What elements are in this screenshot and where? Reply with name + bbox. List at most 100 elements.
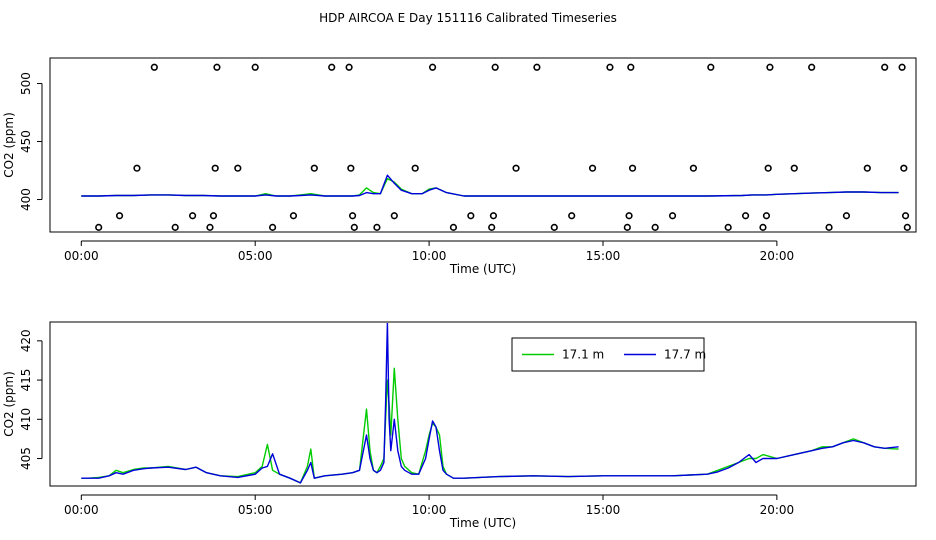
scatter-point [115, 212, 124, 220]
scatter-point [428, 63, 437, 71]
scatter-point [759, 223, 767, 231]
scatter-point [347, 164, 355, 172]
plot-frame [49, 57, 917, 233]
scatter-point [825, 223, 833, 231]
scatter-point [863, 164, 871, 172]
scatter-point [171, 223, 179, 231]
scatter-point [881, 63, 889, 71]
scatter-point [762, 212, 771, 220]
scatter-point [707, 63, 715, 71]
x-axis-label: Time (UTC) [449, 262, 516, 276]
scatter-point [512, 164, 520, 172]
scatter-point [623, 223, 631, 231]
x-tick-label: 15:00 [586, 503, 621, 517]
scatter-series [95, 63, 911, 231]
bottom-panel: 00:00 05:00 10:00 15:00 20:00 Time (UTC) 405 41… [2, 321, 917, 530]
legend: 17.1 m 17.7 m [511, 337, 706, 372]
scatter-point [95, 223, 103, 231]
x-tick-label: 05:00 [238, 503, 273, 517]
scatter-point [289, 212, 298, 220]
legend-label: 17.1 m [562, 348, 604, 362]
scatter-point [766, 63, 774, 71]
scatter-point [901, 212, 910, 220]
series-line-17-1-m [81, 367, 899, 484]
y-axis-label: CO2 (ppm) [2, 371, 16, 437]
scatter-point [627, 63, 635, 71]
x-tick-label: 00:00 [64, 503, 99, 517]
x-axis-label: Time (UTC) [449, 516, 516, 530]
scatter-point [150, 63, 158, 71]
x-tick-label: 10:00 [412, 249, 447, 263]
scatter-point [188, 212, 197, 220]
x-tick-label: 20:00 [760, 249, 795, 263]
scatter-point [689, 164, 698, 172]
scatter-point [488, 223, 496, 231]
x-tick-label: 15:00 [586, 249, 621, 263]
scatter-point [790, 164, 798, 172]
scatter-point [764, 164, 772, 172]
y-axis: 405 410 415 420 CO2 (ppm) [2, 329, 43, 470]
scatter-point [550, 223, 558, 231]
y-tick-label: 400 [19, 188, 33, 211]
scatter-point [310, 164, 318, 172]
x-axis: 00:00 05:00 10:00 15:00 20:00 Time (UTC) [64, 240, 795, 276]
scatter-point [651, 223, 659, 231]
scatter-point [251, 63, 259, 71]
scatter-point [741, 212, 750, 220]
scatter-point [449, 223, 458, 231]
scatter-point [206, 223, 214, 231]
y-tick-label: 415 [19, 369, 33, 392]
series-line-blue [81, 174, 899, 197]
scatter-point [724, 223, 732, 231]
chart-title: HDP AIRCOA E Day 151116 Calibrated Times… [319, 11, 617, 25]
scatter-point [390, 212, 398, 220]
x-tick-label: 00:00 [64, 249, 99, 263]
plot-frame [49, 321, 917, 487]
legend-label: 17.7 m [664, 348, 706, 362]
scatter-point [628, 164, 637, 172]
scatter-point [213, 63, 221, 71]
scatter-point [588, 164, 597, 172]
y-tick-label: 405 [19, 447, 33, 470]
scatter-point [903, 223, 911, 231]
scatter-point [411, 164, 419, 172]
scatter-point [568, 212, 576, 220]
y-tick-label: 410 [19, 408, 33, 431]
scatter-point [842, 212, 851, 220]
scatter-point [668, 212, 677, 220]
scatter-point [625, 212, 633, 220]
scatter-point [345, 63, 353, 71]
scatter-point [133, 164, 141, 172]
scatter-point [898, 63, 906, 71]
scatter-point [489, 212, 498, 220]
series-line-17-7-m [81, 323, 899, 484]
scatter-point [808, 63, 816, 71]
y-tick-label: 500 [19, 72, 33, 95]
scatter-point [209, 212, 218, 220]
plot-area [81, 323, 899, 484]
x-tick-label: 20:00 [760, 503, 795, 517]
y-axis: 400 450 500 CO2 (ppm) [2, 72, 43, 211]
scatter-point [211, 164, 219, 172]
y-tick-label: 450 [19, 130, 33, 153]
scatter-point [900, 164, 908, 172]
series-line-green [81, 177, 899, 197]
plot-area [81, 63, 911, 231]
x-axis: 00:00 05:00 10:00 15:00 20:00 Time (UTC) [64, 494, 795, 530]
scatter-point [328, 63, 336, 71]
scatter-point [467, 212, 475, 220]
top-panel: 00:00 05:00 10:00 15:00 20:00 Time (UTC) 400 45… [2, 57, 917, 276]
scatter-point [373, 223, 381, 231]
scatter-point [491, 63, 499, 71]
scatter-point [350, 223, 358, 231]
y-axis-label: CO2 (ppm) [2, 112, 16, 178]
scatter-point [606, 63, 614, 71]
scatter-point [348, 212, 357, 220]
x-tick-label: 10:00 [412, 503, 447, 517]
y-tick-label: 420 [19, 329, 33, 352]
x-tick-label: 05:00 [238, 249, 273, 263]
scatter-point [234, 164, 242, 172]
scatter-point [268, 223, 277, 231]
scatter-point [533, 63, 541, 71]
